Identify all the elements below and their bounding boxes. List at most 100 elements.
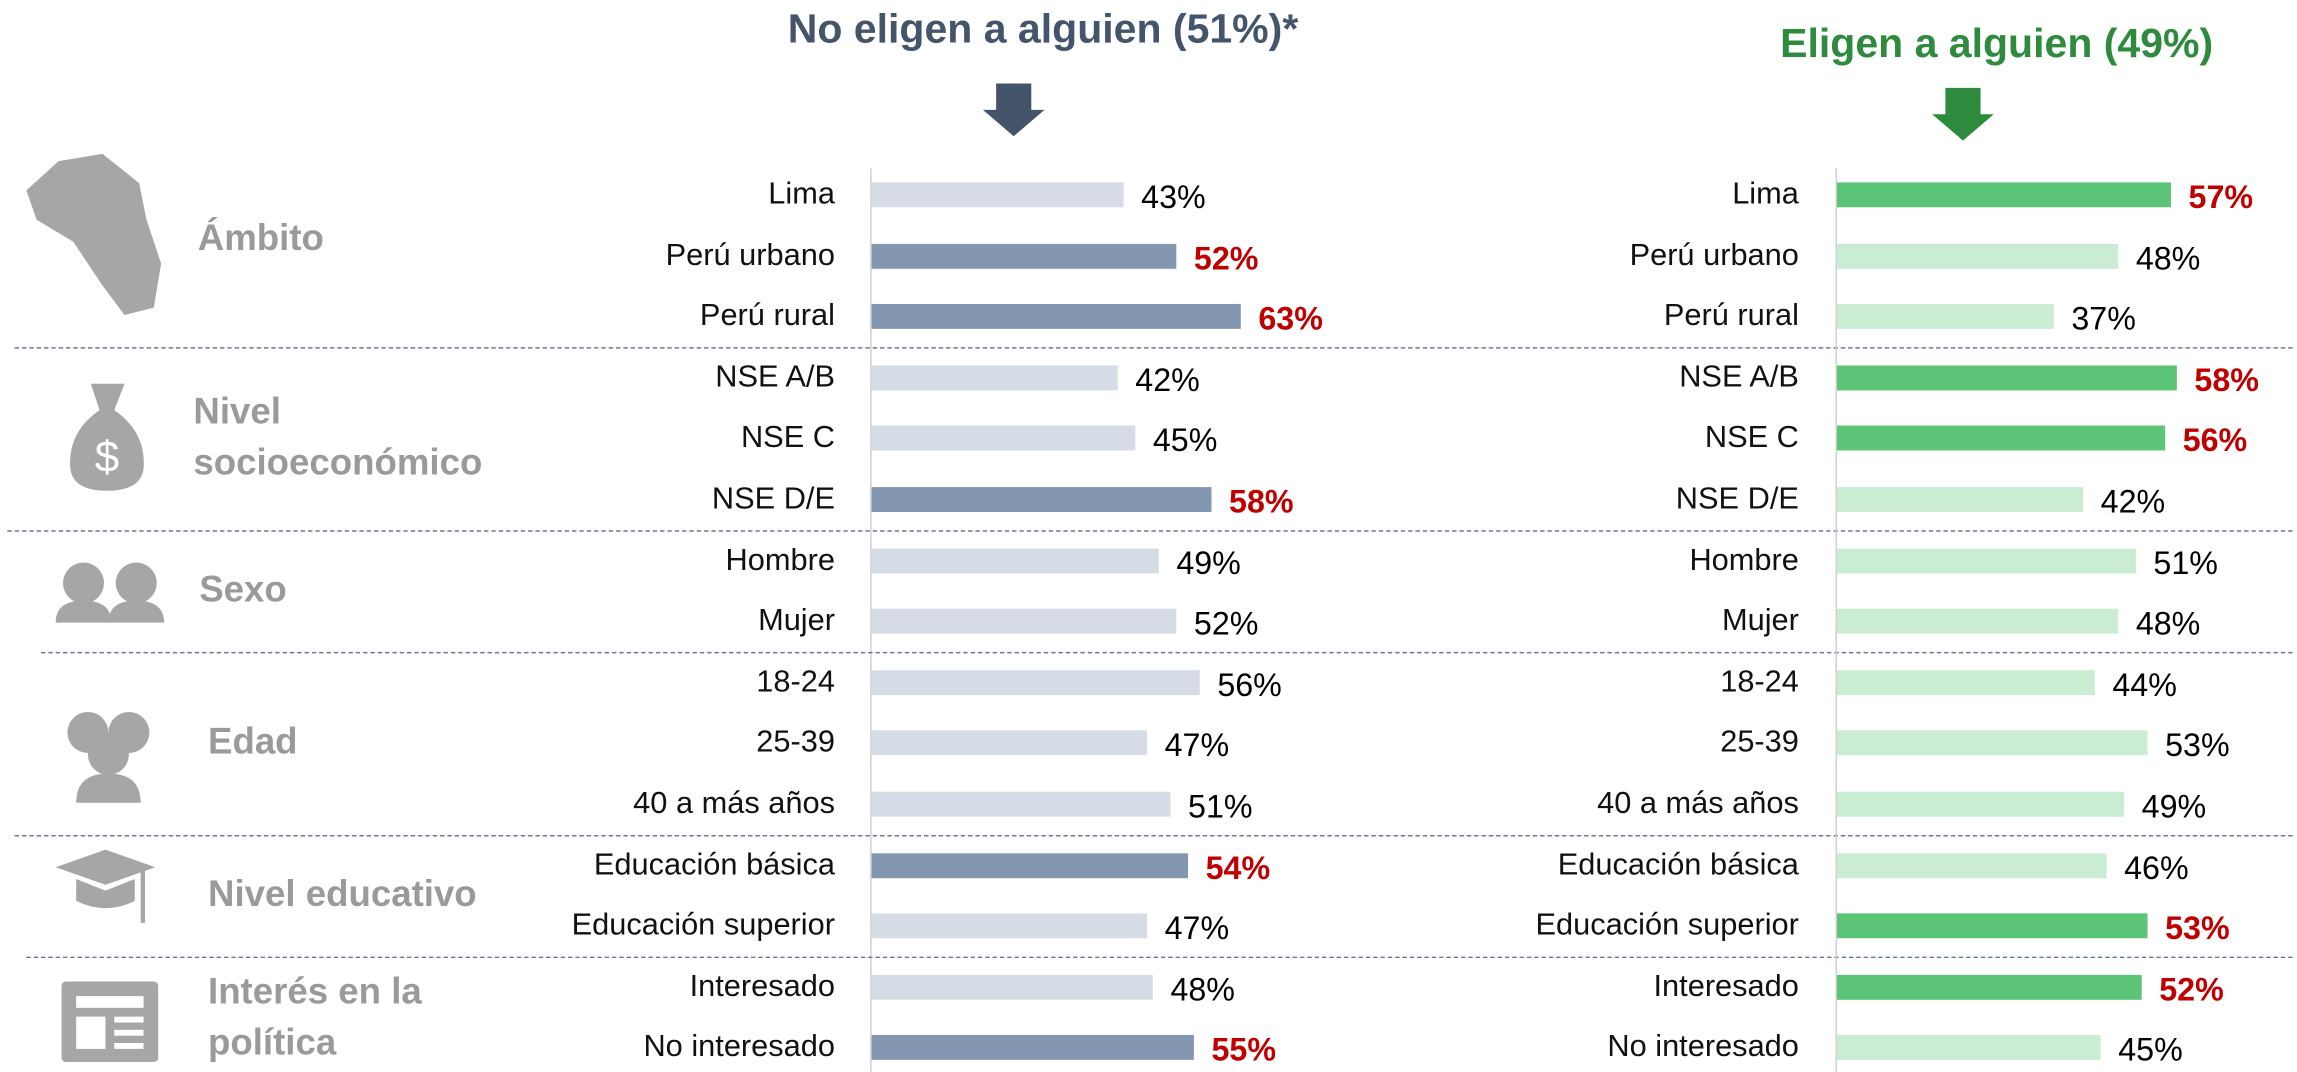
- value-label: 48%: [2135, 605, 2201, 642]
- value-label: 45%: [2118, 1031, 2183, 1069]
- value-label: 49%: [2141, 788, 2207, 825]
- value-label: 46%: [2124, 849, 2189, 886]
- bar: [1836, 182, 2171, 208]
- bar: [871, 304, 1241, 330]
- value-label: 47%: [1164, 909, 1230, 947]
- separator: [7, 530, 2293, 532]
- category-label: No interesado: [1607, 1030, 1799, 1065]
- category-label: NSE C: [740, 420, 835, 455]
- category-label: 18-24: [756, 664, 835, 699]
- axis-line: [870, 168, 872, 1072]
- value-label: 48%: [1170, 970, 1235, 1008]
- group-label: Ámbito: [197, 216, 324, 258]
- category-label: Lima: [768, 177, 835, 211]
- value-label: 47%: [1164, 727, 1230, 764]
- value-label: 57%: [2188, 178, 2254, 216]
- category-label: Perú rural: [1663, 299, 1799, 333]
- category-label: Educación básica: [593, 847, 835, 882]
- category-label: Interesado: [1653, 969, 1799, 1004]
- group-label: Edad: [208, 722, 298, 764]
- value-label: 48%: [2135, 239, 2201, 277]
- bar: [871, 791, 1171, 817]
- news-icon: [61, 981, 159, 1063]
- value-label: 52%: [2159, 970, 2224, 1008]
- category-label: 40 a más años: [1597, 786, 1799, 821]
- separator: [26, 956, 2293, 959]
- category-label: Mujer: [1721, 603, 1799, 638]
- bar: [871, 548, 1159, 573]
- category-label: 18-24: [1720, 664, 1799, 699]
- panel-title: No eligen a alguien (51%)*: [787, 5, 1299, 52]
- bar: [1836, 243, 2119, 269]
- value-label: 63%: [1258, 300, 1323, 338]
- separator: [14, 834, 2293, 837]
- bar: [871, 669, 1200, 695]
- person-icon: [62, 562, 105, 604]
- group-label: Nivel educativo: [208, 874, 477, 916]
- category-label: Lima: [1732, 177, 1799, 211]
- bar: [1836, 487, 2084, 512]
- bar: [1836, 974, 2142, 1000]
- money-icon: [70, 383, 144, 491]
- bar: [1836, 730, 2148, 756]
- category-label: Perú urbano: [1629, 238, 1799, 272]
- category-label: Perú urbano: [665, 238, 835, 272]
- value-label: 54%: [1205, 849, 1271, 886]
- bar: [871, 608, 1177, 634]
- bar: [871, 426, 1136, 452]
- category-label: Educación superior: [571, 908, 835, 943]
- value-label: 42%: [2100, 483, 2166, 521]
- category-label: NSE C: [1704, 420, 1799, 455]
- value-label: 53%: [2165, 909, 2230, 947]
- bar: [1836, 1035, 2101, 1061]
- category-label: 40 a más años: [633, 786, 835, 821]
- separator: [14, 347, 2293, 349]
- value-label: 58%: [2194, 361, 2259, 399]
- bar: [1836, 913, 2148, 939]
- group-label: Sexo: [199, 569, 287, 611]
- bar: [1836, 852, 2107, 878]
- bar: [1836, 791, 2125, 817]
- bar: [1836, 548, 2136, 573]
- value-label: 51%: [1188, 788, 1253, 825]
- map-icon: [26, 153, 162, 315]
- category-label: NSE A/B: [1679, 360, 1799, 394]
- category-label: NSE D/E: [711, 481, 835, 516]
- bar: [1836, 304, 2054, 330]
- category-label: Educación básica: [1557, 847, 1799, 882]
- category-label: NSE D/E: [1675, 481, 1799, 516]
- bar: [871, 913, 1148, 939]
- bar: [871, 243, 1177, 269]
- value-label: 56%: [2182, 422, 2248, 460]
- value-label: 51%: [2153, 544, 2218, 581]
- value-label: 52%: [1193, 239, 1259, 277]
- category-label: 25-39: [756, 725, 835, 760]
- value-label: 49%: [1176, 544, 1241, 581]
- svg-text:$: $: [95, 433, 119, 482]
- category-label: NSE A/B: [715, 360, 835, 394]
- value-label: 55%: [1211, 1031, 1276, 1069]
- bar: [871, 1035, 1194, 1061]
- category-label: Perú rural: [699, 299, 835, 333]
- bar: [871, 182, 1124, 208]
- cap-icon: [55, 849, 156, 885]
- bar: [871, 730, 1148, 756]
- category-label: Mujer: [758, 603, 835, 638]
- bar: [1836, 426, 2166, 452]
- value-label: 56%: [1217, 666, 1282, 703]
- group-label: Interés en la política: [208, 970, 422, 1063]
- group-label: Nivel socioeconómico: [193, 391, 483, 484]
- category-label: Hombre: [1689, 542, 1799, 577]
- category-label: Interesado: [689, 969, 835, 1004]
- separator: [41, 652, 2293, 654]
- value-label: 43%: [1141, 178, 1206, 216]
- panel-title: Eligen a alguien (49%): [1780, 20, 2214, 66]
- bar: [1836, 669, 2095, 695]
- bar: [1836, 608, 2119, 634]
- bar: [871, 487, 1212, 512]
- bar: [871, 852, 1189, 878]
- value-label: 42%: [1135, 361, 1200, 399]
- category-label: 25-39: [1720, 725, 1799, 760]
